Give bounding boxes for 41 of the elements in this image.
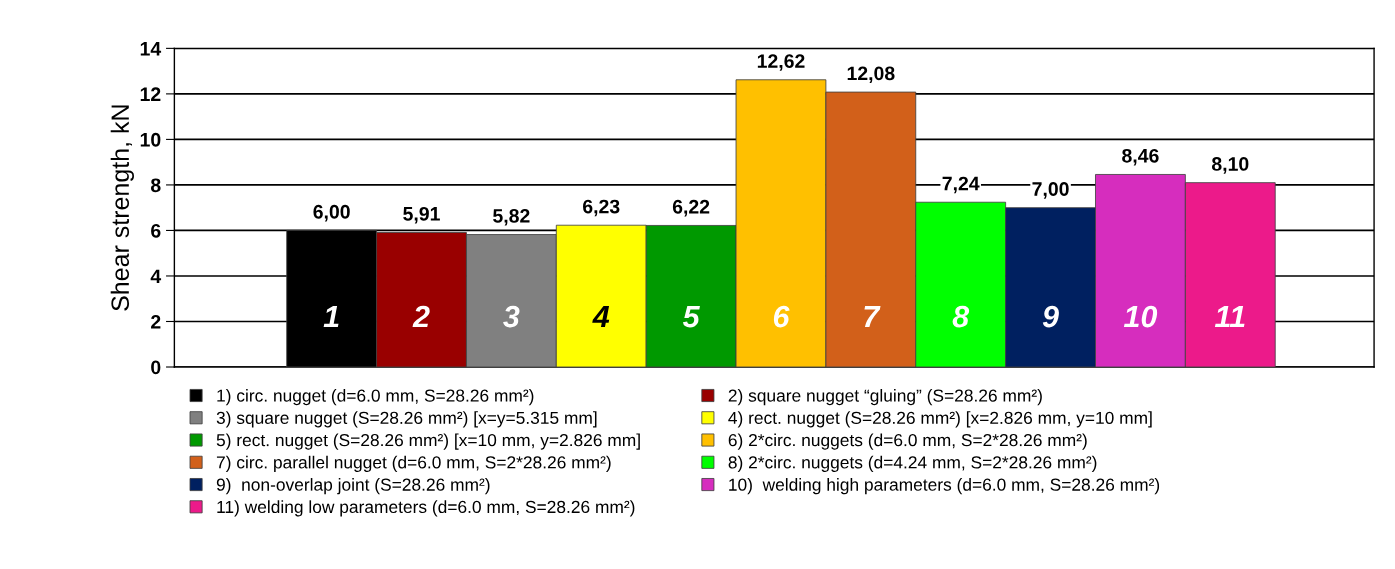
x-tick-label: 11 [1214,306,1245,328]
x-tick-label: 4 [592,306,610,328]
x-tick-label: 3 [503,305,520,328]
text: 5,82 [493,208,530,226]
x-tick-label: 2 [412,305,430,328]
text: 8,46 [1122,148,1159,166]
x-tick-label: 9 [1042,305,1059,328]
y-tick-label: 0 [151,360,161,375]
text: 6,23 [583,199,620,217]
text: 12,62 [757,54,805,71]
x-tick-label: 10 [1123,305,1158,328]
text: 6,22 [672,199,710,217]
legend-label: 10) welding high parameters (d=6.0 mm, S=28.26 mm²) [729,478,1160,495]
legend-label: 4) rect. nugget (S=28.26 mm²) [x=2.826 mm, y=10 mm] [728,411,1152,428]
legend-label: 7) circ. parallel nugget (d=6.0 mm, S=2*28.26 mm²) [216,455,611,472]
legend-label: 5) rect. nugget (S=28.26 mm²) [x=10 mm, y=2.826 mm] [216,433,640,450]
legend-label: 1) circ. nugget (d=6.0 mm, S=28.26 mm²) [217,389,534,406]
text: 7,24 [942,176,980,194]
legend-label: 6) 2*circ. nuggets (d=6.0 mm, S=2*28.26 mm²) [728,433,1087,450]
text: 12,08 [847,66,895,84]
text: 8,10 [1211,157,1249,174]
y-tick-label: 8 [150,178,161,193]
legend-label: 2) square nugget “gluing” (S=28.26 mm²) [728,389,1042,406]
legend-label: 11) welding low parameters (d=6.0 mm, S=28.26 mm²) [217,500,635,517]
legend-label: 9) non-overlap joint (S=28.26 mm²) [216,478,490,495]
text: 5,91 [403,206,440,224]
legend-label: 8) 2*circ. nuggets (d=4.24 mm, S=2*28.26 mm²) [728,455,1097,472]
y-tick-label: 12 [140,87,161,101]
y-tick-label: 6 [151,223,161,238]
y-axis-title: Shear strength, kN [110,105,134,311]
x-tick-label: 8 [952,305,970,328]
y-tick-label: 4 [150,269,162,284]
y-tick-label: 14 [140,42,162,56]
x-tick-label: 5 [682,306,700,328]
x-tick-label: 7 [864,306,881,328]
text: 6,00 [313,204,350,222]
y-tick-label: 10 [140,132,161,147]
text: 7,00 [1032,182,1069,199]
x-tick-label: 1 [323,306,339,328]
x-tick-label: 6 [773,305,790,328]
legend-label: 3) square nugget (S=28.26 mm²) [x=y=5.315 mm] [216,411,597,428]
